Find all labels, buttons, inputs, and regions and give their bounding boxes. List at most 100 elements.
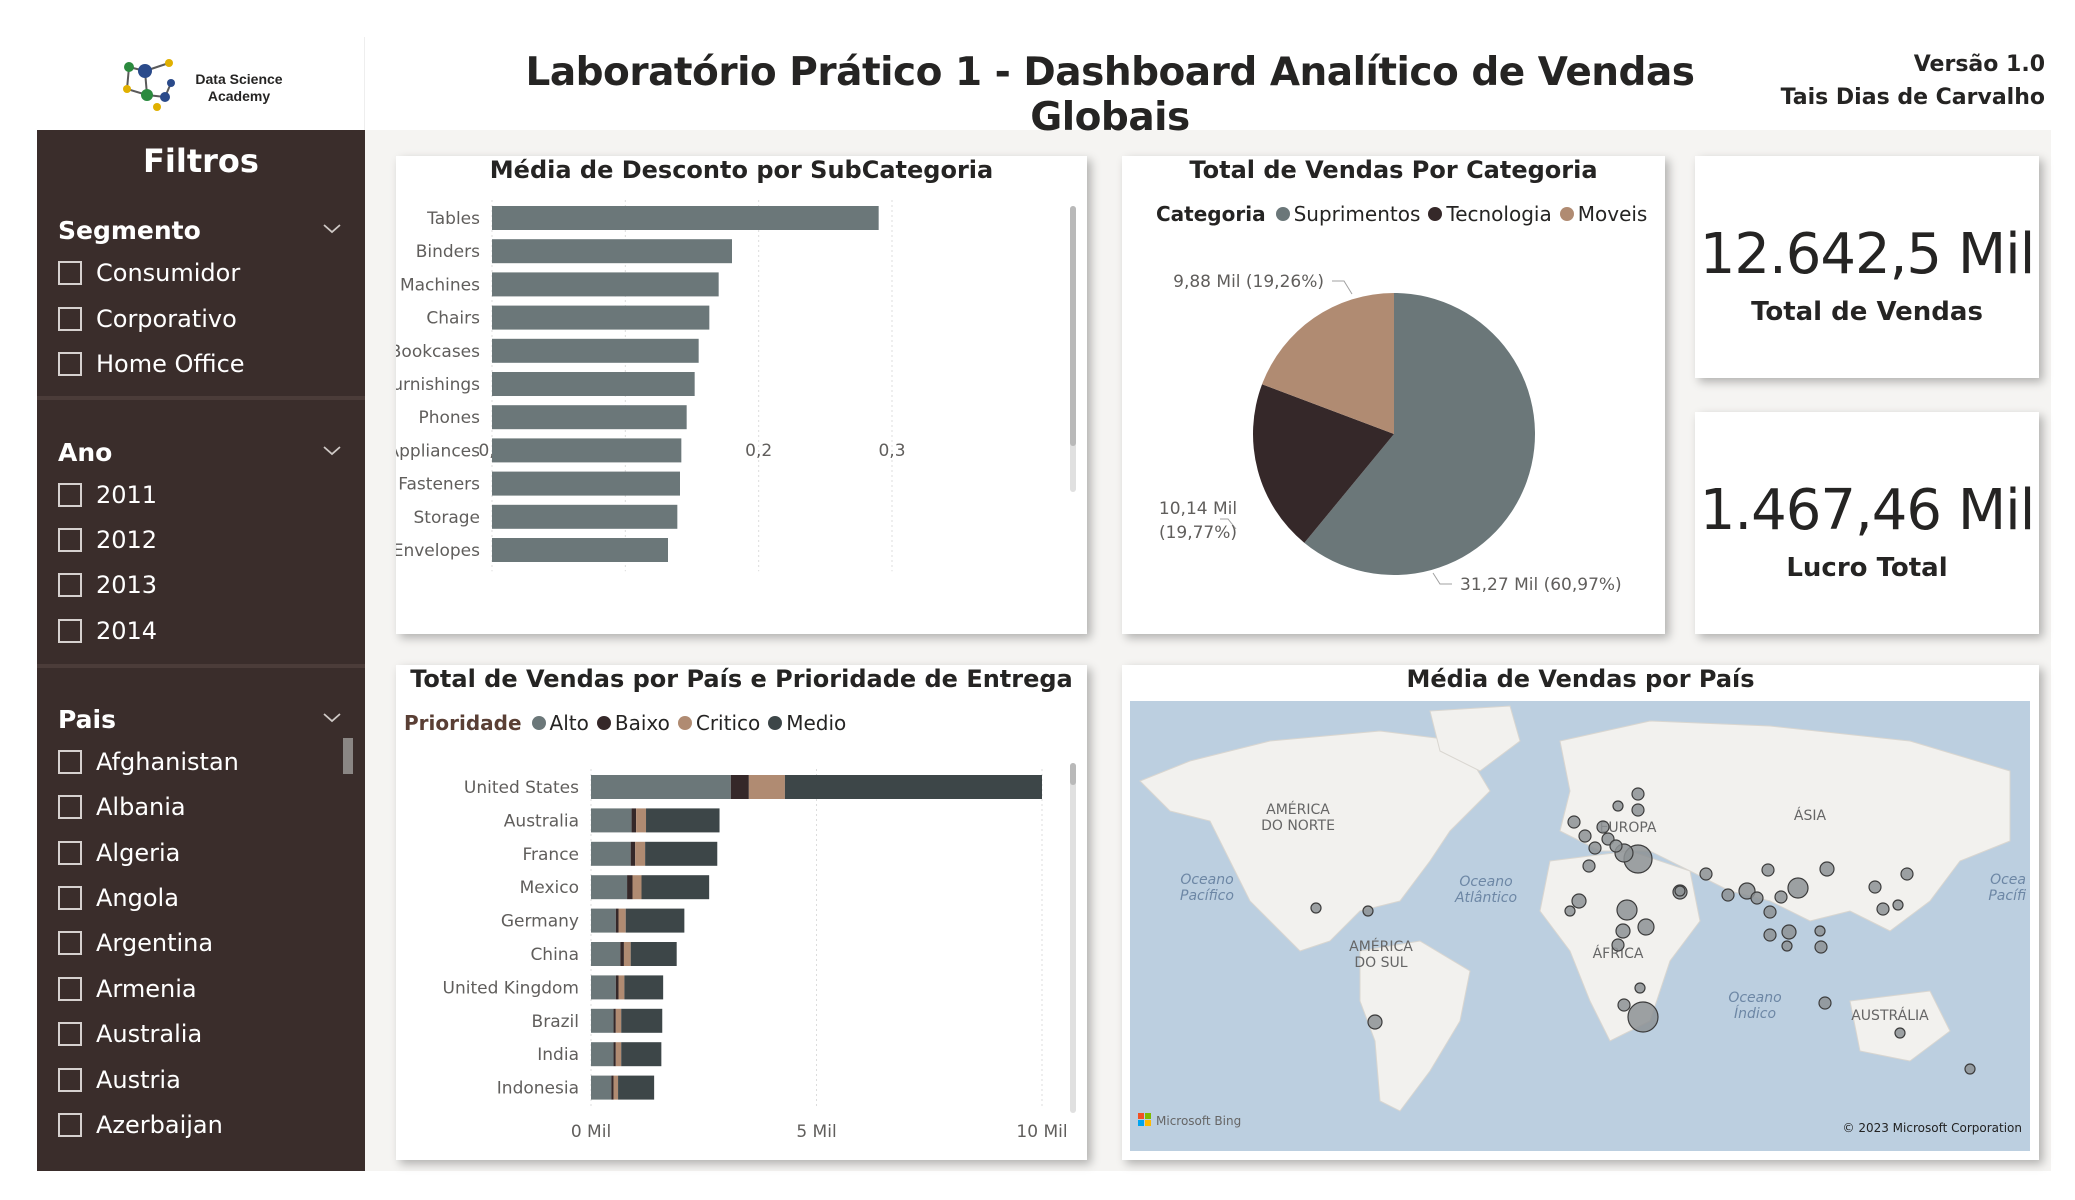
map-bubble[interactable] — [1567, 815, 1581, 829]
chart-scrollbar-thumb[interactable] — [1070, 206, 1076, 446]
map-bubbles[interactable] — [1310, 787, 1976, 1075]
bar-segment[interactable] — [748, 775, 785, 799]
map-bubble[interactable] — [1738, 882, 1756, 900]
sales-by-country-priority-card[interactable]: Total de Vendas por País e Prioridade de… — [396, 665, 1087, 1160]
map-bubble[interactable] — [1781, 924, 1797, 940]
bar-segment[interactable] — [591, 875, 628, 900]
map-bubble[interactable] — [1750, 891, 1764, 905]
bar-segment[interactable] — [618, 975, 625, 1000]
map-bubble[interactable] — [1627, 1001, 1659, 1033]
checkbox[interactable] — [58, 1068, 82, 1092]
map-bubble[interactable] — [1564, 905, 1576, 917]
map-bubble[interactable] — [1637, 918, 1655, 936]
chart-scrollbar-thumb[interactable] — [1070, 763, 1076, 785]
bar-segment[interactable] — [623, 942, 631, 966]
map-bubble[interactable] — [1310, 902, 1322, 914]
checkbox[interactable] — [58, 1113, 82, 1137]
filter-option-armenia[interactable]: Armenia — [58, 974, 197, 1004]
bar-segment[interactable] — [632, 875, 642, 900]
country-stacked-bar-chart[interactable]: 0 Mil 5 Mil 10 Mil United States Australia Fr… — [396, 665, 1087, 1160]
map-bubble[interactable] — [1781, 940, 1793, 952]
bar-segment[interactable] — [615, 908, 619, 933]
map-bubble[interactable] — [1814, 940, 1828, 954]
map-bubble[interactable] — [1588, 841, 1602, 855]
checkbox[interactable] — [58, 573, 82, 597]
map-bubble[interactable] — [1900, 867, 1914, 881]
sales-by-country-map-card[interactable]: Média de Vendas por País AMÉRICA DO NORT… — [1122, 665, 2039, 1160]
map-bubble[interactable] — [1876, 902, 1890, 916]
chevron-down-icon[interactable] — [323, 442, 341, 460]
map-bubble[interactable] — [1892, 899, 1904, 911]
filter-option-argentina[interactable]: Argentina — [58, 928, 213, 958]
map-bubble[interactable] — [1367, 1014, 1383, 1030]
legend-item-critico[interactable]: Critico — [677, 711, 760, 735]
filter-option-australia[interactable]: Australia — [58, 1019, 202, 1049]
filter-option-angola[interactable]: Angola — [58, 883, 179, 913]
filter-option-consumidor[interactable]: Consumidor — [58, 258, 240, 288]
map-bubble[interactable] — [1578, 829, 1592, 843]
bar[interactable] — [492, 272, 719, 297]
bar-segment[interactable] — [591, 808, 632, 833]
bar-segment[interactable] — [621, 1008, 663, 1033]
map-bubble[interactable] — [1894, 1027, 1906, 1039]
bar-segment[interactable] — [730, 775, 749, 799]
checkbox[interactable] — [58, 528, 82, 552]
map-bubble[interactable] — [1763, 928, 1777, 942]
map-bubble[interactable] — [1763, 905, 1777, 919]
map-bubble[interactable] — [1818, 996, 1832, 1010]
bar-segment[interactable] — [618, 908, 626, 933]
bar-segment[interactable] — [591, 975, 616, 1000]
checkbox[interactable] — [58, 886, 82, 910]
filter-option-2013[interactable]: 2013 — [58, 570, 157, 600]
world-map[interactable]: AMÉRICA DO NORTE AMÉRICA DO SUL EUROPA Á… — [1130, 701, 2030, 1151]
bar-segment[interactable] — [625, 908, 685, 933]
bar[interactable] — [492, 239, 732, 264]
map-bubble[interactable] — [1596, 820, 1610, 834]
map-bubble[interactable] — [1814, 925, 1826, 937]
checkbox[interactable] — [58, 841, 82, 865]
bar-segment[interactable] — [645, 841, 718, 866]
bar-segment[interactable] — [611, 1075, 614, 1100]
filter-option-albania[interactable]: Albania — [58, 792, 186, 822]
map-bubble[interactable] — [1631, 803, 1645, 817]
chevron-down-icon[interactable] — [323, 709, 341, 727]
checkbox[interactable] — [58, 931, 82, 955]
map-bubble[interactable] — [1612, 800, 1624, 812]
filter-option-azerbaijan[interactable]: Azerbaijan — [58, 1110, 223, 1140]
legend-item-tecnologia[interactable]: Tecnologia — [1428, 202, 1552, 226]
sales-by-category-card[interactable]: Total de Vendas Por Categoria Categoria … — [1122, 156, 1665, 634]
discount-bar-chart[interactable]: 0,00,10,20,3TablesBindersMachinesChairsB… — [396, 156, 1087, 634]
bar-segment[interactable] — [621, 1042, 662, 1067]
bar-segment[interactable] — [635, 841, 646, 866]
bar-segment[interactable] — [591, 841, 631, 866]
bar-segment[interactable] — [615, 975, 619, 1000]
bar[interactable] — [492, 471, 680, 496]
legend-item-moveis[interactable]: Moveis — [1559, 202, 1647, 226]
map-bubble[interactable] — [1761, 863, 1775, 877]
bar[interactable] — [492, 438, 682, 463]
filter-option-2011[interactable]: 2011 — [58, 480, 157, 510]
bar-segment[interactable] — [630, 841, 636, 866]
bar-segment[interactable] — [641, 875, 710, 900]
bar-segment[interactable] — [624, 975, 664, 1000]
bar[interactable] — [492, 338, 699, 363]
checkbox[interactable] — [58, 307, 82, 331]
filter-option-austria[interactable]: Austria — [58, 1065, 181, 1095]
pie-slice[interactable] — [1262, 293, 1394, 434]
map-bubble[interactable] — [1616, 899, 1638, 921]
legend-item-alto[interactable]: Alto — [531, 711, 589, 735]
filter-option-home-office[interactable]: Home Office — [58, 349, 245, 379]
bar-segment[interactable] — [618, 1075, 655, 1100]
checkbox[interactable] — [58, 483, 82, 507]
checkbox[interactable] — [58, 977, 82, 1001]
map-bubble[interactable] — [1617, 998, 1631, 1012]
bar-segment[interactable] — [591, 1042, 614, 1067]
filter-option-2012[interactable]: 2012 — [58, 525, 157, 555]
bar-segment[interactable] — [591, 942, 621, 966]
bar-segment[interactable] — [627, 875, 633, 900]
bar[interactable] — [492, 405, 687, 430]
pie-slice[interactable] — [1304, 293, 1535, 575]
filter-option-algeria[interactable]: Algeria — [58, 838, 180, 868]
bar-segment[interactable] — [784, 775, 1042, 799]
bar-segment[interactable] — [636, 808, 647, 833]
